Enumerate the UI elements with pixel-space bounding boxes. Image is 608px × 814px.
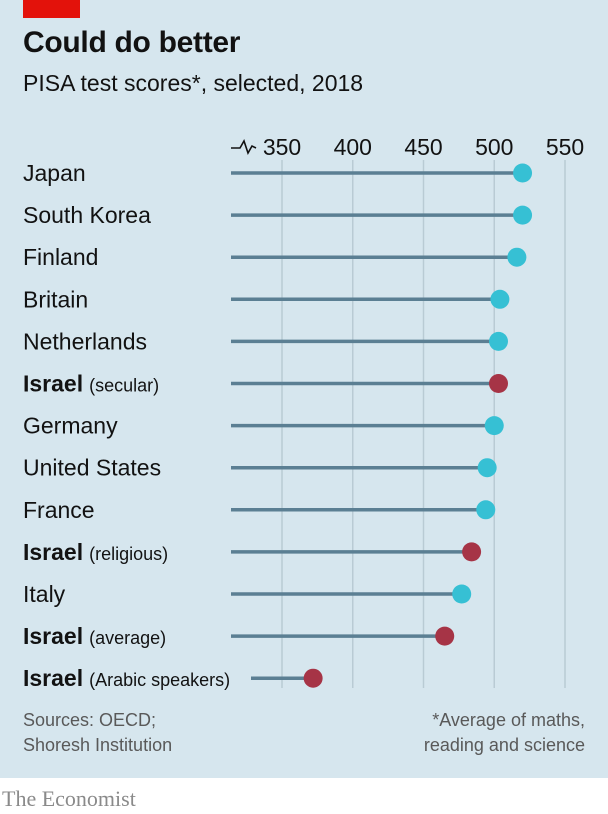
sources-note: Sources: OECD; Shoresh Institution	[23, 708, 172, 758]
row-label: Japan	[23, 160, 86, 186]
row-label-name: Britain	[23, 286, 88, 312]
axis-break	[231, 139, 257, 155]
row-label-name: Israel	[23, 623, 83, 649]
row-label-name: Netherlands	[23, 328, 147, 354]
row-label: Italy	[23, 581, 66, 607]
row-label-qualifier: (Arabic speakers)	[89, 670, 230, 690]
brand-name: The Economist	[2, 786, 136, 811]
row-label-name: United States	[23, 455, 161, 481]
row-label: Germany	[23, 413, 118, 439]
dots	[303, 163, 533, 688]
sources-line-2: Shoresh Institution	[23, 735, 173, 755]
chart-title: Could do better	[23, 26, 241, 59]
dot	[513, 163, 533, 183]
x-tick-label-400: 400	[334, 134, 372, 160]
brand-red-tag	[23, 0, 80, 18]
row-label: Britain	[23, 286, 88, 312]
row-label: Israel (religious)	[23, 539, 168, 565]
chart-subtitle: PISA test scores*, selected, 2018	[23, 70, 364, 96]
dot	[513, 205, 533, 225]
footnote-line-1: *Average of maths,	[432, 710, 585, 730]
dot	[484, 416, 504, 436]
dot	[490, 289, 510, 309]
stems	[231, 171, 523, 680]
row-label-qualifier: (average)	[89, 628, 166, 648]
row-label: Israel (average)	[23, 623, 166, 649]
row-label-name: Japan	[23, 160, 86, 186]
axis-break-icon	[231, 139, 257, 155]
dot-chart: 350 400 450 500 550 Japan South Korea Finland B…	[23, 134, 584, 691]
row-label-name: Israel	[23, 665, 83, 691]
row-label: France	[23, 497, 95, 523]
row-label: Finland	[23, 244, 98, 270]
footnote: *Average of maths, reading and science	[424, 708, 585, 758]
x-tick-labels: 350 400 450 500 550	[263, 134, 584, 160]
x-tick-label-500: 500	[475, 134, 513, 160]
dot	[507, 247, 527, 267]
chart-panel	[0, 0, 608, 778]
x-tick-label-350: 350	[263, 134, 301, 160]
row-label: Netherlands	[23, 328, 147, 354]
row-label-name: Germany	[23, 413, 118, 439]
dot	[452, 584, 472, 604]
row-label-name: Italy	[23, 581, 66, 607]
dot	[462, 542, 482, 562]
row-label-name: Finland	[23, 244, 98, 270]
row-label-name: Israel	[23, 371, 83, 397]
row-label-name: Israel	[23, 539, 83, 565]
row-label: Israel (Arabic speakers)	[23, 665, 230, 691]
row-label-qualifier: (secular)	[89, 376, 159, 396]
x-tick-label-550: 550	[546, 134, 584, 160]
dot	[303, 668, 323, 688]
row-label-qualifier: (religious)	[89, 544, 168, 564]
dot	[477, 458, 497, 478]
dot	[476, 500, 496, 520]
sources-line-1: Sources: OECD;	[23, 710, 157, 730]
row-label: United States	[23, 455, 161, 481]
row-label: South Korea	[23, 202, 151, 228]
footnote-line-2: reading and science	[423, 735, 585, 755]
row-label: Israel (secular)	[23, 371, 159, 397]
row-label-name: France	[23, 497, 95, 523]
dot	[488, 374, 508, 393]
dot	[488, 331, 508, 351]
dot	[435, 626, 455, 646]
row-label-name: South Korea	[23, 202, 151, 228]
x-tick-label-450: 450	[404, 134, 442, 160]
row-labels: Japan South Korea Finland Britain Netherland…	[23, 160, 230, 691]
